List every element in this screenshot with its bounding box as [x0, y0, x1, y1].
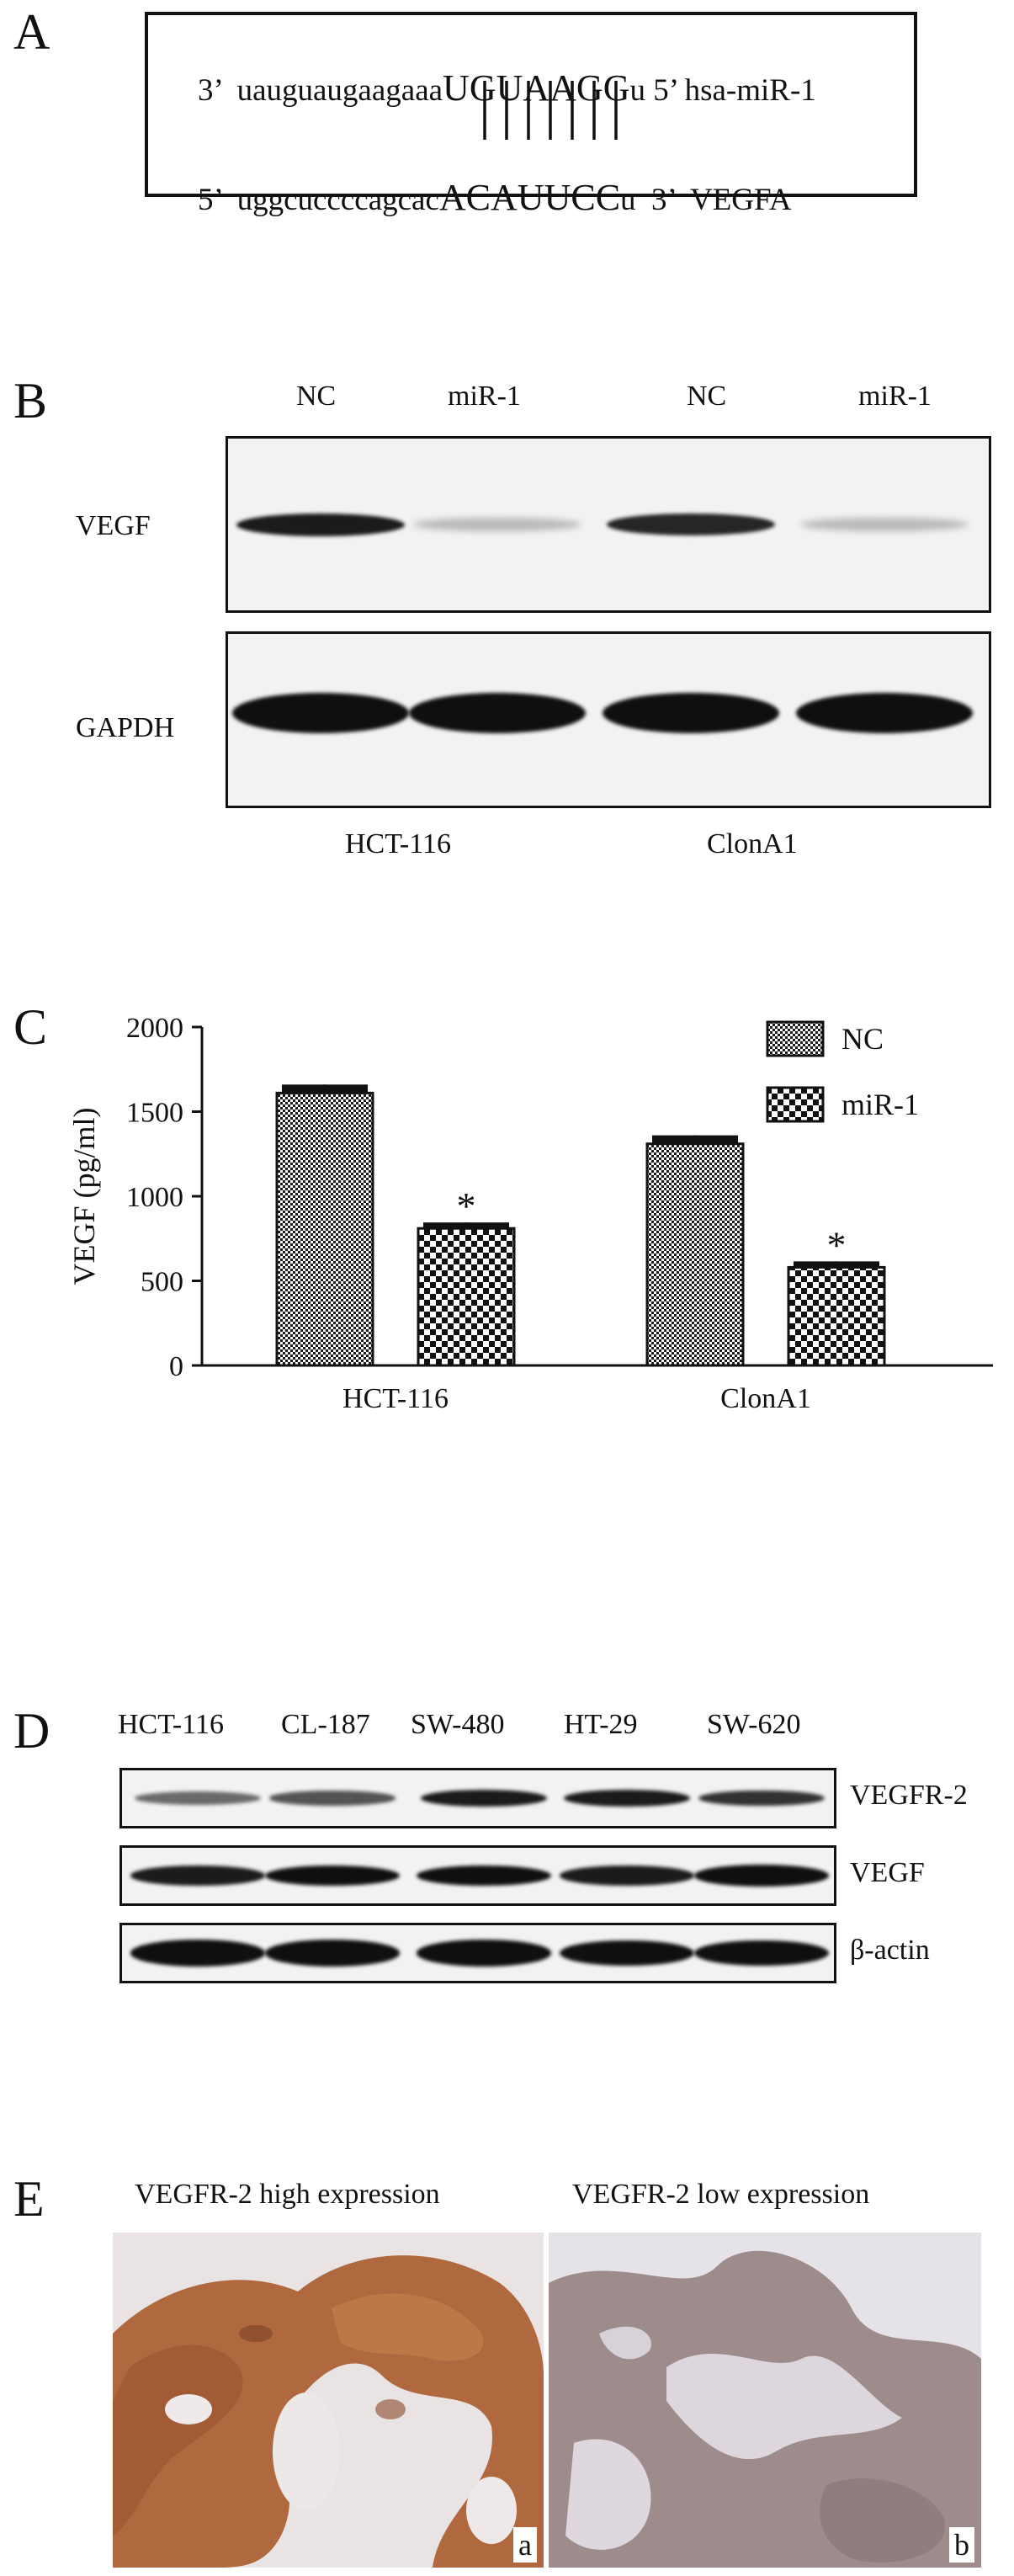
- panel-e-letter: E: [13, 2171, 45, 2227]
- ihc-low-tissue: [549, 2233, 981, 2568]
- significance-marker: *: [827, 1223, 847, 1266]
- y-tick-label: 2000: [126, 1013, 183, 1044]
- bar-mir-1-hct-116: [417, 1227, 516, 1367]
- x-tick-label: ClonA1: [720, 1383, 811, 1414]
- blot-band: [236, 513, 405, 536]
- error-cap: [282, 1084, 368, 1094]
- lane-label: HCT-116: [118, 1709, 224, 1740]
- x-tick-label: HCT-116: [342, 1383, 449, 1414]
- lane-label: miR-1: [858, 381, 932, 412]
- blot-band: [413, 517, 581, 532]
- target-seq-lower: uggcuccccagcac: [236, 183, 439, 217]
- mirna-3prime-end: 3’: [198, 73, 222, 108]
- error-cap: [423, 1222, 509, 1229]
- target-5prime-end: 5’: [198, 183, 222, 217]
- mirna-name: hsa-miR-1: [684, 73, 816, 108]
- blot-band: [417, 1865, 551, 1887]
- blot-band: [417, 1940, 551, 1967]
- blot-band: [409, 693, 586, 733]
- vegf-blot: [226, 436, 991, 613]
- blot-band: [269, 1791, 396, 1806]
- blot-band: [694, 1940, 829, 1967]
- lane-label: HT-29: [564, 1709, 638, 1740]
- y-axis-label: VEGF (pg/ml): [67, 1108, 101, 1285]
- group-label-hct116: HCT-116: [345, 828, 451, 860]
- legend-swatch: [766, 1086, 825, 1123]
- panel-a-letter: A: [13, 4, 50, 60]
- legend-label: NC: [841, 1022, 884, 1056]
- ihc-sublabel-a: a: [513, 2527, 537, 2563]
- blot-row-label-actin: β-actin: [850, 1935, 930, 1966]
- bar-nc-clona1: [645, 1142, 745, 1367]
- vegf-bar-chart: 0 500 1000 1500 2000 VEGF (pg/ml) * HCT-116 * Clo…: [67, 1013, 993, 1414]
- mirna-seed: UGUAAGG: [443, 67, 630, 109]
- blot-band: [130, 1940, 265, 1967]
- blot-band: [800, 517, 969, 532]
- blot-row-label-vegf: VEGF: [76, 510, 151, 541]
- gapdh-blot: [226, 631, 991, 808]
- ihc-caption-high: VEGFR-2 high expression: [135, 2179, 440, 2210]
- blot-band: [603, 693, 779, 733]
- lane-label: NC: [687, 381, 727, 412]
- panel-c-letter: C: [13, 999, 48, 1055]
- blot-row-label-gapdh: GAPDH: [76, 712, 175, 743]
- mirna-seq-tail: u: [629, 73, 645, 108]
- blot-band: [560, 1940, 694, 1967]
- target-seq-tail: u: [620, 183, 636, 217]
- sequence-alignment-box: 3’ uauguaugaagaaaUGUAAGGu 5’ hsa-miR-1 5…: [145, 12, 917, 218]
- target-name: VEGFA: [689, 183, 792, 217]
- bar-nc-hct-116: [275, 1091, 374, 1367]
- lane-label: SW-620: [707, 1709, 801, 1740]
- error-cap: [652, 1135, 738, 1144]
- mirna-seq-lower: uauguaugaagaaa: [236, 73, 443, 108]
- legend-label: miR-1: [841, 1088, 919, 1121]
- lane-label: SW-480: [411, 1709, 505, 1740]
- lane-label: miR-1: [448, 381, 521, 412]
- blot-row-label-vegf: VEGF: [850, 1857, 925, 1888]
- panel-b-letter: B: [13, 373, 48, 428]
- y-tick-label: 0: [169, 1351, 183, 1382]
- ihc-high-tissue: [113, 2233, 544, 2568]
- blot-band: [796, 693, 973, 733]
- ihc-image-high-expression: a: [113, 2233, 544, 2568]
- significance-marker: *: [457, 1184, 476, 1227]
- target-sequence-line: 5’ uggcuccccagcacACAUUCCu 3’ VEGFA: [167, 140, 792, 255]
- y-tick-label: 1000: [126, 1182, 183, 1213]
- blot-band: [607, 513, 775, 536]
- base-pair-lines: [483, 81, 618, 140]
- lane-label: NC: [296, 381, 337, 412]
- panel-d-letter: D: [13, 1703, 50, 1759]
- blot-band: [265, 1865, 400, 1887]
- y-tick-label: 1500: [126, 1098, 183, 1129]
- vegf-blot-d: [119, 1845, 836, 1906]
- group-label-clona1: ClonA1: [707, 828, 798, 860]
- blot-band: [232, 693, 409, 733]
- actin-blot: [119, 1923, 836, 1983]
- blot-band: [694, 1865, 829, 1887]
- legend-swatch: [766, 1020, 825, 1057]
- blot-band: [564, 1790, 690, 1807]
- lane-label: CL-187: [281, 1709, 370, 1740]
- blot-band: [560, 1865, 694, 1886]
- blot-band: [698, 1790, 825, 1807]
- vegfr2-blot: [119, 1768, 836, 1828]
- ihc-sublabel-b: b: [949, 2527, 974, 2563]
- bar-mir-1-clona1: [787, 1265, 886, 1367]
- mirna-sequence-line: 3’ uauguaugaagaaaUGUAAGGu 5’ hsa-miR-1: [167, 30, 816, 146]
- y-tick-label: 500: [141, 1267, 183, 1298]
- error-cap: [794, 1261, 879, 1268]
- blot-row-label-vegfr2: VEGFR-2: [850, 1780, 968, 1811]
- ihc-caption-low: VEGFR-2 low expression: [572, 2179, 870, 2210]
- mirna-5prime-end: 5’: [653, 73, 677, 108]
- blot-band: [265, 1940, 400, 1967]
- ihc-image-low-expression: b: [549, 2233, 981, 2568]
- target-3prime-end: 3’: [651, 183, 676, 217]
- target-site: ACAUUCC: [438, 177, 621, 218]
- blot-band: [421, 1790, 547, 1807]
- blot-band: [130, 1865, 265, 1886]
- blot-band: [135, 1791, 261, 1805]
